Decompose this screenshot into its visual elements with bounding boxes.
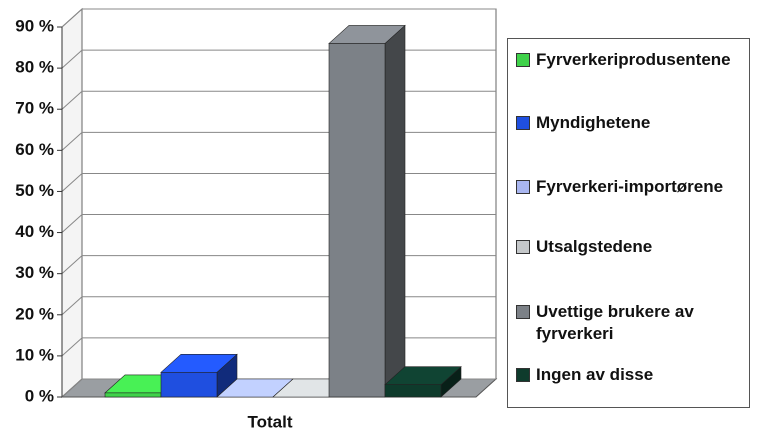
legend-label: Ingen av disse [536, 365, 654, 384]
bar [104, 392, 162, 398]
legend-label: Myndighetene [536, 113, 651, 132]
legend-label: Fyrverkeri-importørene [536, 177, 724, 196]
legend-swatch [516, 368, 530, 382]
legend-swatch [516, 53, 530, 67]
legend-swatch [516, 116, 530, 130]
bar-side [384, 24, 406, 398]
y-tick-label: 70 % [15, 99, 54, 118]
bar [384, 384, 442, 398]
y-tick-label: 60 % [15, 140, 54, 159]
x-tick-label: Totalt [247, 412, 292, 431]
legend: Fyrverkeriprodusentene Myndighetene Fyrver… [507, 38, 750, 408]
legend-swatch [516, 305, 530, 319]
grid-line [61, 8, 496, 28]
side-wall [61, 7, 83, 399]
y-tick-label: 80 % [15, 58, 54, 77]
bar [160, 372, 218, 398]
back-wall [81, 8, 497, 380]
legend-swatch [516, 180, 530, 194]
y-tick-label: 10 % [15, 345, 54, 364]
legend-label: Utsalgstedene [536, 237, 653, 256]
legend-label: Fyrverkeriprodusentene [536, 50, 731, 69]
bar [328, 43, 386, 398]
y-tick-label: 0 % [25, 386, 54, 405]
legend-label: Uvettige brukere av fyrverkeri [536, 302, 694, 343]
y-tick-label: 30 % [15, 263, 54, 282]
legend-swatch [516, 240, 530, 254]
y-tick-label: 20 % [15, 304, 54, 323]
y-tick-label: 90 % [15, 16, 54, 35]
y-tick-label: 50 % [15, 181, 54, 200]
y-tick-label: 40 % [15, 222, 54, 241]
